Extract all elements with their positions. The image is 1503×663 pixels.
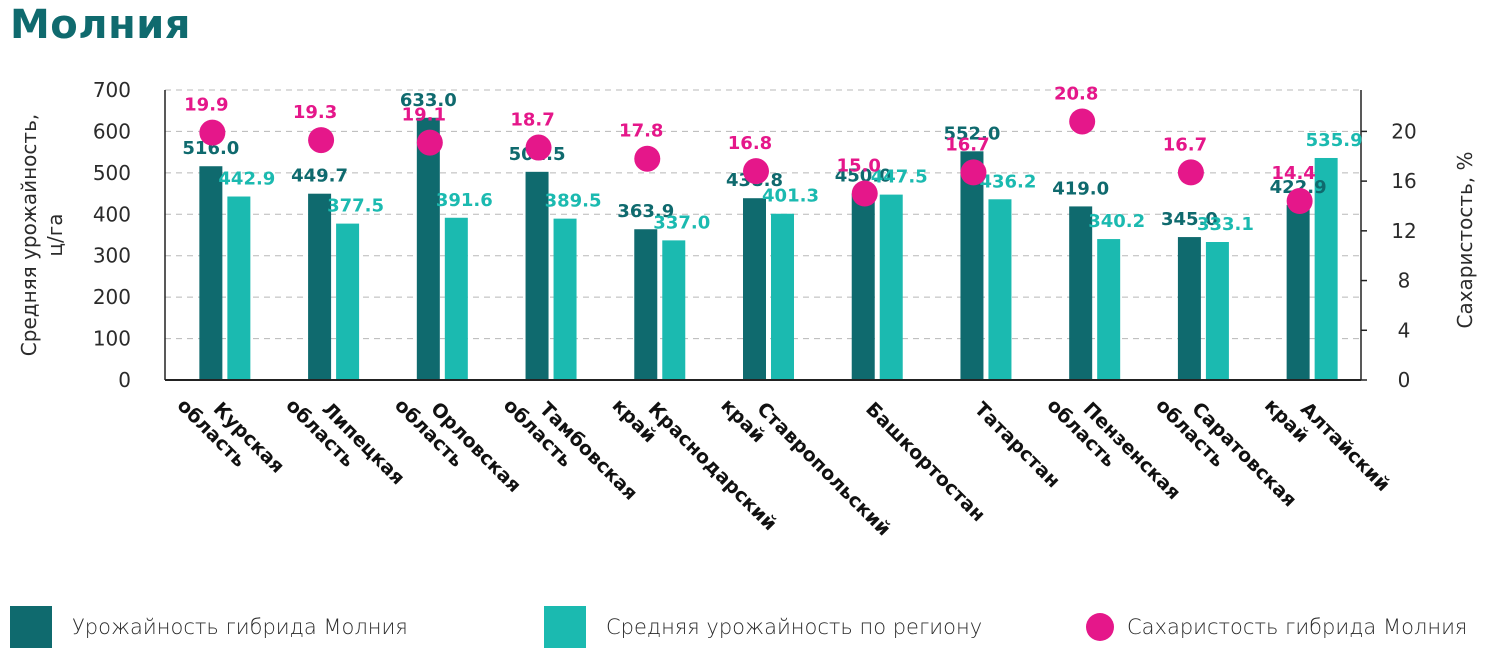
point-sugar xyxy=(199,119,226,146)
y2-tick-label: 4 xyxy=(1398,318,1411,342)
y-tick-label: 300 xyxy=(93,244,131,268)
chart: 0 100 200 300 400 500 600 700 0 4 8 12 16 20 Средняя у… xyxy=(17,78,1477,556)
bar-region-yield xyxy=(988,199,1012,380)
data-label-sugar: 16.7 xyxy=(945,134,989,155)
data-label-region-yield: 389.5 xyxy=(545,191,602,212)
bar-region-yield xyxy=(444,217,468,380)
bar-hybrid-yield xyxy=(1177,237,1201,380)
legend-swatch-sugar xyxy=(1086,613,1114,641)
bar-region-yield xyxy=(662,240,686,380)
y-tick-label: 700 xyxy=(93,78,131,102)
bar-region-yield xyxy=(1314,157,1338,380)
data-label-sugar: 20.8 xyxy=(1054,83,1098,104)
legend-item-region-yield: Средняя урожайность по региону xyxy=(544,606,982,648)
bar-region-yield xyxy=(336,223,360,380)
data-label-region-yield: 337.0 xyxy=(653,212,710,233)
point-sugar xyxy=(1069,108,1096,135)
data-label-region-yield: 377.5 xyxy=(327,196,384,217)
data-label-region-yield: 401.3 xyxy=(762,186,819,207)
data-label-hybrid-yield: 449.7 xyxy=(291,166,348,187)
data-label-region-yield: 535.9 xyxy=(1306,130,1363,151)
data-label-sugar: 15.0 xyxy=(837,156,881,177)
x-tick-label: Ставропольскийкрай xyxy=(716,378,894,556)
bar-hybrid-yield xyxy=(199,166,223,380)
x-tick-label: Курскаяобласть xyxy=(173,378,289,494)
data-label-hybrid-yield: 516.0 xyxy=(182,138,239,159)
chart-title: Молния xyxy=(10,2,191,48)
bar-region-yield xyxy=(879,194,903,380)
data-label-sugar: 19.9 xyxy=(184,95,228,116)
legend-label-sugar: Сахаристость гибрида Молния xyxy=(1127,615,1468,639)
data-label-region-yield: 340.2 xyxy=(1088,211,1145,232)
bar-hybrid-yield xyxy=(851,193,875,380)
bar-hybrid-yield xyxy=(525,171,549,380)
bar-region-yield xyxy=(1097,239,1121,380)
legend-swatch-region-yield xyxy=(544,606,586,648)
data-label-sugar: 19.1 xyxy=(402,105,446,126)
y2-tick-label: 20 xyxy=(1391,119,1416,143)
point-sugar xyxy=(743,158,769,185)
data-label-hybrid-yield: 633.0 xyxy=(400,90,457,111)
point-sugar xyxy=(1177,159,1204,186)
bar-hybrid-yield xyxy=(416,117,440,380)
bar-region-yield xyxy=(553,218,577,380)
data-label-region-yield: 442.9 xyxy=(218,169,275,190)
data-label-sugar: 16.8 xyxy=(728,133,772,154)
point-sugar xyxy=(308,127,335,154)
bar-hybrid-yield xyxy=(634,229,658,380)
point-sugar xyxy=(851,180,878,207)
y2-tick-label: 12 xyxy=(1391,219,1416,243)
legend-label-hybrid-yield: Урожайность гибрида Молния xyxy=(72,615,408,639)
y-tick-label: 100 xyxy=(93,327,131,351)
bar-hybrid-yield xyxy=(308,193,332,380)
data-label-region-yield: 436.2 xyxy=(979,171,1036,192)
data-label-region-yield: 391.6 xyxy=(436,190,493,211)
data-label-sugar: 14.4 xyxy=(1271,163,1315,184)
bar-region-yield xyxy=(1205,242,1229,380)
legend-swatch-hybrid-yield xyxy=(10,606,52,648)
x-tick-label: Краснодарскийкрай xyxy=(608,378,781,551)
data-label-hybrid-yield: 419.0 xyxy=(1052,178,1109,199)
bar-hybrid-yield xyxy=(1286,204,1310,380)
point-sugar xyxy=(634,145,661,172)
data-label-region-yield: 447.5 xyxy=(871,167,928,188)
data-label-sugar: 17.8 xyxy=(619,121,663,142)
legend-item-sugar: Сахаристость гибрида Молния xyxy=(1086,606,1467,648)
y-tick-label: 200 xyxy=(93,285,131,309)
bar-hybrid-yield xyxy=(743,198,766,380)
point-sugar xyxy=(960,159,987,186)
y2-axis-title: Сахаристость, % xyxy=(1453,151,1477,328)
point-sugar xyxy=(1286,188,1313,215)
x-tick-label: Башкортостан xyxy=(861,398,989,526)
point-sugar xyxy=(525,134,552,161)
bar-hybrid-yield xyxy=(960,151,984,380)
y-tick-label: 500 xyxy=(93,161,131,185)
y2-tick-label: 0 xyxy=(1398,368,1411,392)
legend-label-region-yield: Средняя урожайность по региону xyxy=(606,615,983,639)
legend-item-hybrid-yield: Урожайность гибрида Молния xyxy=(10,606,408,648)
data-label-sugar: 19.3 xyxy=(293,102,337,123)
data-label-region-yield: 333.1 xyxy=(1197,214,1254,235)
y-tick-label: 0 xyxy=(118,368,131,392)
data-label-hybrid-yield: 450.0 xyxy=(835,166,892,187)
point-sugar xyxy=(416,129,443,156)
y2-tick-label: 8 xyxy=(1398,269,1411,293)
data-label-hybrid-yield: 422.9 xyxy=(1270,177,1327,198)
data-label-hybrid-yield: 363.9 xyxy=(617,201,674,222)
y-tick-label: 400 xyxy=(93,202,131,226)
x-tick-label: Орловскаяобласть xyxy=(390,378,525,513)
bar-hybrid-yield xyxy=(1069,206,1093,380)
data-label-sugar: 18.7 xyxy=(510,110,554,131)
data-label-sugar: 16.7 xyxy=(1163,134,1207,155)
bar-region-yield xyxy=(771,213,794,380)
data-label-hybrid-yield: 552.0 xyxy=(943,123,1000,144)
y-tick-label: 600 xyxy=(93,119,131,143)
bar-region-yield xyxy=(227,196,251,380)
data-label-hybrid-yield: 345.0 xyxy=(1161,209,1218,230)
y2-tick-label: 16 xyxy=(1391,169,1416,193)
x-tick-label: Липецкаяобласть xyxy=(281,378,408,505)
y-axis-title: Средняя урожайность, ц/га xyxy=(17,114,67,356)
